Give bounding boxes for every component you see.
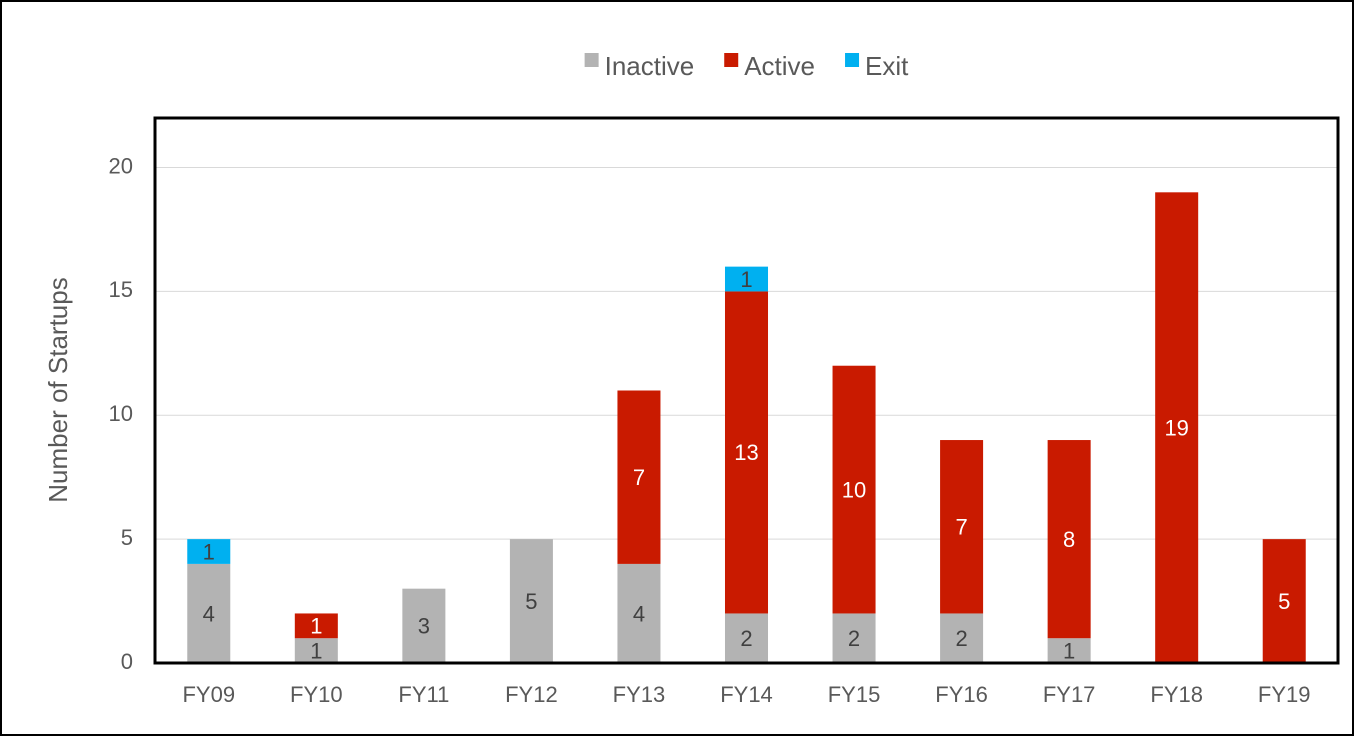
bar-segment [1047,440,1091,639]
x-tick-label: FY18 [1150,682,1203,707]
bar-segment [832,365,876,614]
legend-swatch [724,53,739,67]
data-label: 4 [633,601,645,626]
y-tick-label: 20 [109,153,133,178]
data-label: 5 [525,589,537,614]
bar-segment [617,563,661,663]
bar-segment [187,539,231,564]
x-tick-label: FY10 [290,682,343,707]
y-tick-label: 0 [121,649,133,674]
bar-segment [724,266,769,292]
x-tick-label: FY15 [828,682,881,707]
bar-segment [1047,638,1091,663]
bar-segment [617,390,661,564]
data-label: 1 [203,539,215,564]
data-label: 1 [740,267,752,292]
legend-label: Inactive [605,51,695,81]
bar-segment [832,613,876,663]
data-label: 1 [1063,638,1075,663]
data-label: 7 [955,515,967,540]
data-label: 7 [633,465,645,490]
legend-swatch [845,53,860,67]
plot-border [153,116,1340,665]
bar-segment [294,613,338,639]
x-tick-label: FY13 [613,682,666,707]
data-label: 2 [848,626,860,651]
y-tick-label: 15 [109,277,133,302]
x-tick-label: FY16 [935,682,988,707]
x-tick-label: FY14 [720,682,773,707]
x-tick-label: FY09 [182,682,235,707]
data-label: 5 [1278,589,1290,614]
data-label: 1 [310,638,322,663]
x-tick-label: FY11 [398,682,449,707]
bar-segment [402,588,446,663]
bar-segment [187,563,231,663]
x-tick-label: FY12 [505,682,558,707]
bar-segment [1262,539,1306,663]
bar-segment [724,613,769,663]
data-label: 19 [1164,415,1188,440]
x-tick-label: FY17 [1043,682,1096,707]
legend-label: Active [744,51,815,81]
bar-segment [940,440,984,614]
data-label: 1 [310,614,322,639]
bar-segment [724,291,769,614]
data-label: 8 [1063,527,1075,552]
legend-swatch [584,53,599,67]
bar-segment [1155,192,1199,663]
y-tick-label: 10 [109,401,133,426]
data-label: 13 [734,440,758,465]
data-label: 4 [203,601,215,626]
y-axis-title: Number of Startups [43,277,73,502]
y-tick-label: 5 [121,525,133,550]
data-label: 3 [418,614,430,639]
legend-label: Exit [865,51,909,81]
x-tick-label: FY19 [1258,682,1311,707]
bar-segment [509,539,553,663]
data-label: 10 [842,477,866,502]
data-label: 2 [740,626,752,651]
bar-segment [940,613,984,663]
bar-segment [294,638,338,663]
data-label: 2 [955,626,967,651]
